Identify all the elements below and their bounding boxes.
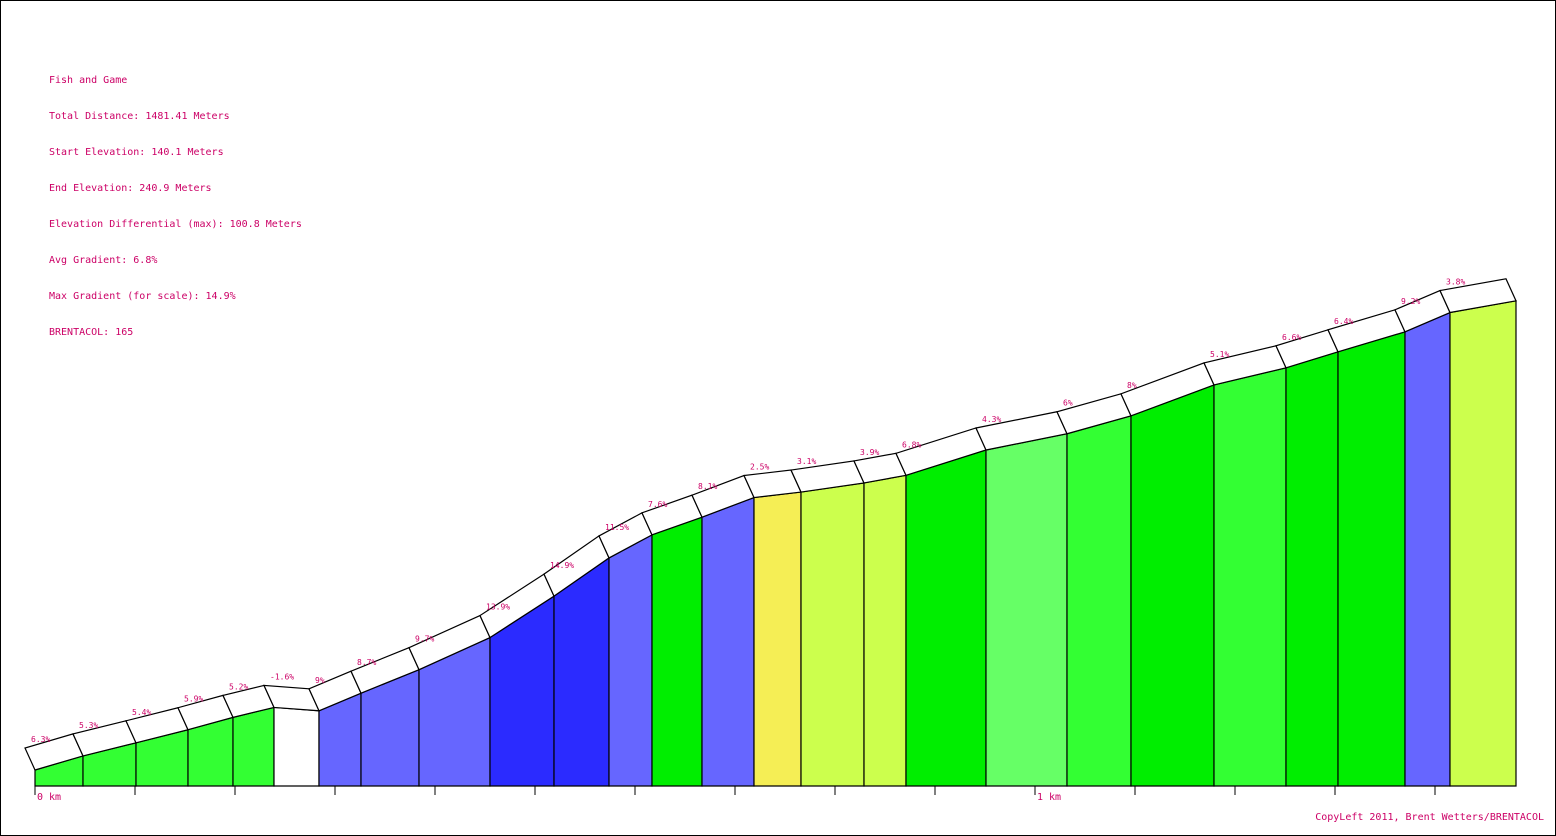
segment-fill	[1337, 331, 1406, 787]
avg-gradient: Avg Gradient: 6.8%	[49, 255, 158, 266]
gradient-label: 2.5%	[750, 463, 769, 472]
gradient-label: 6.3%	[31, 735, 50, 744]
segment-fill	[701, 496, 755, 787]
gradient-label: 6.6%	[1282, 333, 1301, 342]
segment-fill	[1404, 311, 1451, 787]
gradient-label: 5.9%	[184, 695, 203, 704]
max-gradient: Max Gradient (for scale): 14.9%	[49, 291, 236, 302]
segment-fill	[608, 533, 653, 787]
copyleft-credit: CopyLeft 2011, Brent Wetters/BRENTACOL	[1315, 812, 1544, 823]
segment-fill	[800, 482, 865, 787]
gradient-label: 8.7%	[357, 658, 376, 667]
gradient-label: 5.3%	[79, 721, 98, 730]
segment-fill	[273, 706, 320, 787]
gradient-label: 11.5%	[605, 523, 629, 532]
gradient-label: 8%	[1127, 381, 1137, 390]
gradient-label: 6.4%	[1334, 317, 1353, 326]
gradient-label: 4.3%	[982, 415, 1001, 424]
gradient-label: 6%	[1063, 399, 1073, 408]
segment-fill	[1213, 367, 1287, 787]
total-distance: Total Distance: 1481.41 Meters	[49, 111, 230, 122]
gradient-label: 3.1%	[797, 457, 816, 466]
gradient-label: 9.2%	[1401, 297, 1420, 306]
gradient-label: 9.7%	[415, 635, 434, 644]
elevation-differential: Elevation Differential (max): 100.8 Mete…	[49, 219, 302, 230]
gradient-label: 3.8%	[1446, 278, 1465, 287]
segment-fill	[985, 433, 1068, 787]
segment-fill	[1285, 350, 1339, 787]
segment-fill	[553, 556, 610, 787]
gradient-label: 3.9%	[860, 448, 879, 457]
segment-fill	[1066, 415, 1132, 787]
gradient-label: 9%	[315, 676, 325, 685]
segment-fill	[753, 491, 802, 787]
gradient-label: 5.4%	[132, 708, 151, 717]
gradient-label: 7.6%	[648, 500, 667, 509]
segment-fill	[905, 449, 987, 787]
segment-fill	[232, 706, 275, 787]
segment-fill	[1449, 300, 1517, 787]
gradient-label: 5.2%	[229, 682, 248, 691]
segment-fill	[651, 516, 703, 787]
gradient-label: 5.1%	[1210, 350, 1229, 359]
gradient-label: 14.9%	[550, 561, 574, 570]
segment-fill	[1130, 384, 1215, 787]
route-info: Fish and Game Total Distance: 1481.41 Me…	[49, 51, 302, 351]
route-name: Fish and Game	[49, 75, 128, 86]
segment-fill	[863, 474, 907, 787]
gradient-label: 8.1%	[698, 482, 717, 491]
gradient-label: 6.8%	[902, 440, 921, 449]
end-elevation: End Elevation: 240.9 Meters	[49, 183, 212, 194]
gradient-label: -1.6%	[270, 672, 294, 681]
x-axis-tick-label: 1 km	[1037, 792, 1061, 803]
brentacol-score: BRENTACOL: 165	[49, 327, 134, 338]
gradient-label: 13.9%	[486, 603, 510, 612]
start-elevation: Start Elevation: 140.1 Meters	[49, 147, 224, 158]
ribbon-segment	[1439, 278, 1517, 314]
x-axis-tick-label: 0 km	[37, 792, 61, 803]
